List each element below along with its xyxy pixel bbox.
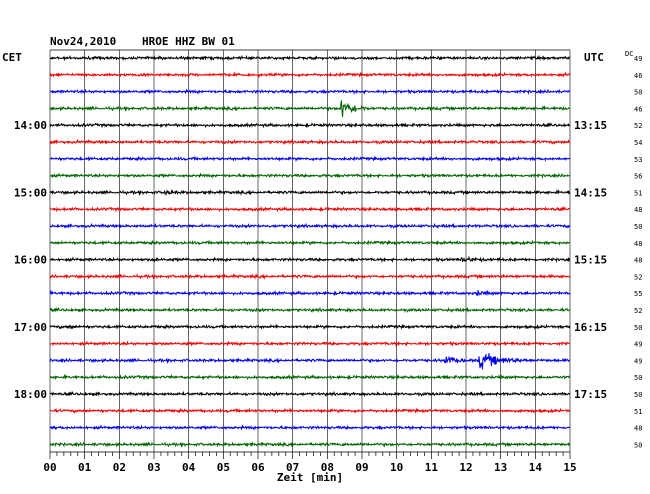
time-labels: 14:00 15:00 16:00 17:00 18:00 13:15 14:15 15:15… bbox=[14, 55, 643, 449]
trace-line bbox=[49, 373, 571, 381]
utc-time-label: 17:15 bbox=[574, 388, 607, 401]
dc-value-label: 48 bbox=[634, 206, 642, 214]
x-tick-label: 10 bbox=[390, 461, 403, 474]
x-tick-label: 05 bbox=[217, 461, 230, 474]
x-tick-label: 04 bbox=[182, 461, 196, 474]
dc-value-label: 48 bbox=[634, 257, 642, 265]
right-timezone-label: UTC bbox=[584, 51, 604, 64]
trace-line bbox=[49, 306, 571, 314]
trace-line bbox=[49, 407, 571, 414]
x-tick-label: 02 bbox=[113, 461, 126, 474]
dc-value-label: 52 bbox=[634, 122, 642, 130]
trace-line bbox=[49, 155, 571, 162]
x-tick-label: 07 bbox=[286, 461, 299, 474]
dc-header-label: DC bbox=[625, 50, 633, 58]
x-tick-label: 13 bbox=[494, 461, 507, 474]
trace-line bbox=[49, 441, 571, 448]
dc-value-label: 51 bbox=[634, 408, 642, 416]
utc-time-label: 14:15 bbox=[574, 186, 607, 199]
dc-value-label: 50 bbox=[634, 223, 642, 231]
dc-value-label: 50 bbox=[634, 391, 642, 399]
trace-line bbox=[49, 353, 571, 370]
dc-value-label: 56 bbox=[634, 173, 642, 181]
trace-line bbox=[49, 273, 571, 280]
trace-line bbox=[49, 340, 571, 348]
utc-time-label: 15:15 bbox=[574, 254, 607, 267]
trace-line bbox=[49, 222, 571, 230]
trace-line bbox=[49, 188, 571, 196]
dc-value-label: 52 bbox=[634, 307, 642, 315]
trace-line bbox=[49, 239, 571, 246]
dc-value-label: 48 bbox=[634, 240, 642, 248]
dc-value-label: 46 bbox=[634, 72, 642, 80]
trace-group bbox=[49, 54, 571, 448]
dc-value-label: 49 bbox=[634, 341, 642, 349]
trace-line bbox=[49, 88, 571, 96]
dc-value-label: 49 bbox=[634, 357, 642, 365]
trace-line bbox=[49, 138, 571, 146]
x-axis-label: Zeit [min] bbox=[277, 471, 343, 484]
x-tick-label: 12 bbox=[459, 461, 472, 474]
trace-line bbox=[49, 122, 571, 129]
dc-value-label: 50 bbox=[634, 89, 642, 97]
cet-time-label: 15:00 bbox=[14, 186, 47, 199]
trace-line bbox=[49, 323, 571, 330]
dc-value-label: 55 bbox=[634, 290, 642, 298]
utc-time-label: 16:15 bbox=[574, 321, 607, 334]
dc-value-label: 54 bbox=[634, 139, 642, 147]
trace-line bbox=[49, 390, 571, 398]
x-tick-label: 03 bbox=[147, 461, 160, 474]
chart-grid bbox=[49, 49, 571, 453]
utc-time-label: 13:15 bbox=[574, 119, 607, 132]
date-label: Nov24,2010 bbox=[50, 35, 116, 48]
dc-value-label: 50 bbox=[634, 441, 642, 449]
dc-value-label: 48 bbox=[634, 425, 642, 433]
x-tick-label: 11 bbox=[425, 461, 439, 474]
x-tick-label: 06 bbox=[251, 461, 265, 474]
cet-time-label: 17:00 bbox=[14, 321, 47, 334]
cet-time-label: 16:00 bbox=[14, 254, 47, 267]
x-tick-label: 15 bbox=[563, 461, 576, 474]
cet-time-label: 14:00 bbox=[14, 119, 47, 132]
trace-line bbox=[49, 71, 571, 79]
dc-value-label: 49 bbox=[634, 55, 642, 63]
dc-value-label: 52 bbox=[634, 273, 642, 281]
trace-line bbox=[49, 424, 571, 432]
dc-value-label: 53 bbox=[634, 156, 642, 164]
dc-value-label: 50 bbox=[634, 374, 642, 382]
cet-time-label: 18:00 bbox=[14, 388, 47, 401]
dc-value-label: 51 bbox=[634, 189, 642, 197]
trace-line bbox=[49, 289, 571, 297]
x-tick-label: 14 bbox=[529, 461, 543, 474]
trace-line bbox=[49, 172, 571, 180]
x-tick-label: 08 bbox=[321, 461, 334, 474]
trace-line bbox=[49, 54, 571, 62]
trace-line bbox=[49, 206, 571, 213]
x-axis: 00 01 02 03 04 05 06 07 08 09 10 11 12 13 14 15 bbox=[43, 452, 577, 474]
station-label: HROE HHZ BW 01 bbox=[142, 35, 235, 48]
x-tick-label: 00 bbox=[43, 461, 56, 474]
dc-value-label: 46 bbox=[634, 105, 642, 113]
x-tick-label: 01 bbox=[78, 461, 92, 474]
left-timezone-label: CET bbox=[2, 51, 22, 64]
trace-line bbox=[49, 99, 571, 118]
dc-value-label: 50 bbox=[634, 324, 642, 332]
x-tick-label: 09 bbox=[355, 461, 368, 474]
trace-line bbox=[49, 255, 571, 264]
